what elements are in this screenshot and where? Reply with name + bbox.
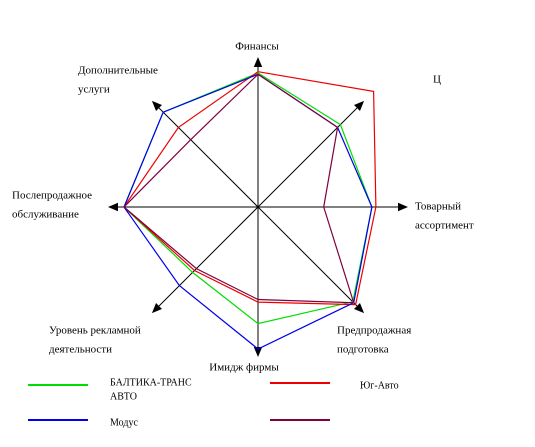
axis-line [158,107,259,208]
axis-label: Имидж фирмы [209,362,279,374]
legend-label: Юг-Авто [360,380,399,391]
legend: БАЛТИКА-ТРАНС АВТО Юг-Авто Модус [28,377,399,428]
axis-arrowhead [108,202,118,212]
axis-label: Предпродажная [337,325,411,337]
legend-label: Модус [110,417,138,428]
axis-label: ассортимент [415,220,474,232]
axis-label: Финансы [235,41,279,53]
legend-label: БАЛТИКА-ТРАНС [110,377,192,388]
axis-label: Ц [433,74,441,86]
axis-arrowhead [398,202,408,212]
axis-label: Послепродажное [12,190,92,202]
legend-label: АВТО [110,391,137,402]
axis-arrowhead [151,100,162,111]
axis-arrowhead [253,347,263,357]
axis-label: Товарный [415,201,461,213]
series-polygon-юг-авто [123,71,377,306]
axis-line [158,206,259,307]
axis-line [257,206,358,307]
radar-series [123,71,377,350]
axis-label: обслуживание [12,209,79,221]
axis-label: подготовка [337,344,389,356]
axis-arrowhead [354,303,365,314]
axis-labels: Финансы Ц Товарный ассортимент Предпродажная… [12,41,474,374]
radar-axes [108,57,408,357]
axis-label: деятельности [49,344,112,356]
series-polygon-series [123,73,355,304]
axis-line [257,107,358,208]
axis-arrowhead [253,57,263,67]
series-polygon-модус [123,73,373,350]
axis-label: Дополнительные [78,65,158,77]
axis-label: услуги [78,84,110,96]
axis-arrowhead [354,100,365,111]
axis-arrowhead [151,303,162,314]
axis-label: Уровень рекламной [49,325,141,337]
